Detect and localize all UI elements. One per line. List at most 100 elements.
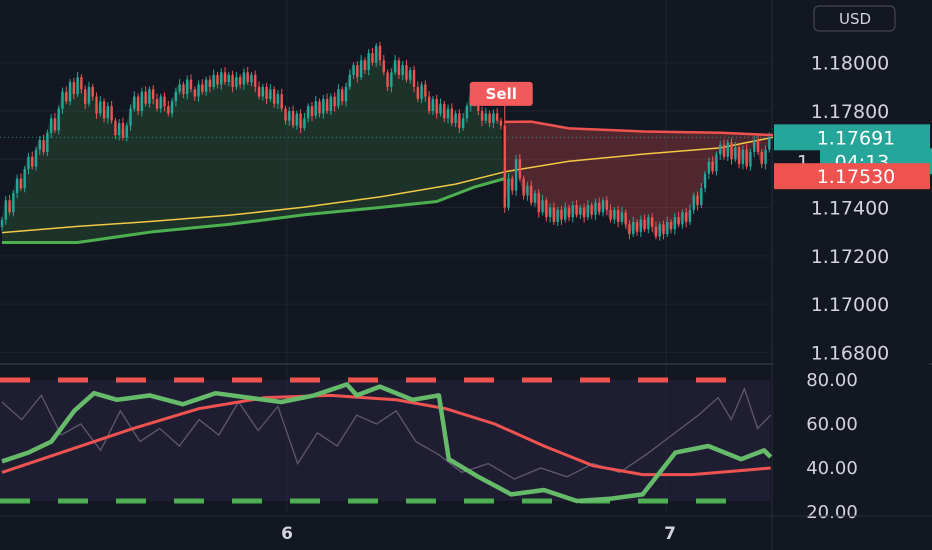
candle-body xyxy=(764,149,767,165)
candle-body xyxy=(480,111,484,121)
stop-price-tag xyxy=(774,163,930,190)
candle-body xyxy=(635,222,639,232)
candle-body xyxy=(65,91,68,102)
candle-body xyxy=(333,96,336,107)
candle-body xyxy=(749,152,752,167)
candle-body xyxy=(68,82,72,102)
oscillator-tick-label: 20.00 xyxy=(806,502,858,523)
candle-body xyxy=(598,202,601,213)
candle-body xyxy=(72,82,76,95)
candle-body xyxy=(382,60,385,73)
candle-body xyxy=(155,98,159,109)
candle-body xyxy=(257,86,261,97)
candle-body xyxy=(299,113,302,128)
candle-body xyxy=(495,113,499,121)
candle-body xyxy=(38,139,41,150)
bearish-fill-area xyxy=(504,121,770,240)
candle-body xyxy=(189,79,193,90)
candle-body xyxy=(269,89,272,99)
candle-body xyxy=(579,207,582,215)
candle-body xyxy=(148,89,151,104)
candle-body xyxy=(337,89,340,107)
candle-body xyxy=(238,77,242,85)
candle-body xyxy=(220,72,223,85)
oscillator-axis: 80.00 60.00 40.00 20.00 xyxy=(806,370,858,523)
candle-body xyxy=(537,193,540,213)
candle-body xyxy=(19,178,23,189)
candle-body xyxy=(594,202,597,215)
candle-body xyxy=(201,84,204,92)
candle-body xyxy=(34,149,38,167)
candle-body xyxy=(393,60,397,73)
candle-body xyxy=(386,72,389,87)
candle-body xyxy=(620,212,624,223)
currency-button[interactable] xyxy=(813,5,896,32)
candle-body xyxy=(242,72,246,85)
candle-body xyxy=(193,89,196,97)
price-tick-label: 1.17000 xyxy=(811,294,890,316)
candle-body xyxy=(4,200,7,220)
candle-body xyxy=(231,74,234,87)
candle-body xyxy=(363,60,367,70)
candle-body xyxy=(737,147,741,165)
price-tick-label: 1.18000 xyxy=(811,53,890,75)
candle-body xyxy=(575,205,578,215)
candle-body xyxy=(564,207,567,220)
candle-body xyxy=(628,224,631,235)
candle-body xyxy=(692,195,695,210)
candle-body xyxy=(325,98,329,112)
candle-body xyxy=(170,101,174,114)
candle-body xyxy=(102,101,106,119)
candle-body xyxy=(719,144,722,155)
price-axis[interactable]: 1.18000 1.17800 1.17400 1.17200 1.17000 1.168… xyxy=(773,0,929,550)
candle-body xyxy=(650,217,654,227)
candle-body xyxy=(658,224,661,237)
candle-body xyxy=(272,89,276,104)
candle-body xyxy=(91,86,94,97)
candle-body xyxy=(439,103,442,114)
trailing-stop-short-line xyxy=(504,120,774,137)
candle-body xyxy=(397,60,401,75)
candle-body xyxy=(726,142,729,157)
candle-body xyxy=(662,224,665,235)
candle-body xyxy=(632,222,635,235)
oscillator-signal-line xyxy=(1,393,771,477)
candle-body xyxy=(666,222,669,235)
candle-body xyxy=(420,84,423,99)
candle-body xyxy=(261,86,265,97)
candle-body xyxy=(533,193,537,203)
candle-body xyxy=(49,118,53,133)
candle-body xyxy=(117,123,121,136)
candle-body xyxy=(684,212,688,223)
candle-body xyxy=(12,193,15,213)
oscillator-tick-label: 60.00 xyxy=(806,414,858,435)
candle-body xyxy=(477,103,480,112)
price-tick-label: 1.17400 xyxy=(811,198,890,220)
candle-body xyxy=(707,161,711,174)
candle-body xyxy=(23,168,26,189)
candle-body xyxy=(390,72,393,87)
candle-body xyxy=(609,209,612,220)
time-tick-label: 7 xyxy=(664,524,676,544)
candle-body xyxy=(507,178,510,208)
candle-body xyxy=(443,103,446,119)
bullish-fill-area xyxy=(2,43,505,243)
candle-body xyxy=(560,209,563,220)
candle-body xyxy=(715,154,718,172)
candle-body xyxy=(87,86,91,104)
candle-body xyxy=(454,113,457,124)
candle-body xyxy=(133,96,136,109)
candle-body xyxy=(174,91,178,102)
candle-body xyxy=(250,74,253,83)
candle-body xyxy=(235,77,238,87)
candle-body xyxy=(768,137,771,150)
candle-body xyxy=(212,74,215,87)
candle-body xyxy=(167,106,170,114)
candle-body xyxy=(401,65,404,75)
candle-body xyxy=(265,86,268,99)
candle-body xyxy=(514,159,518,191)
candle-body xyxy=(15,178,19,194)
candle-body xyxy=(288,111,291,121)
